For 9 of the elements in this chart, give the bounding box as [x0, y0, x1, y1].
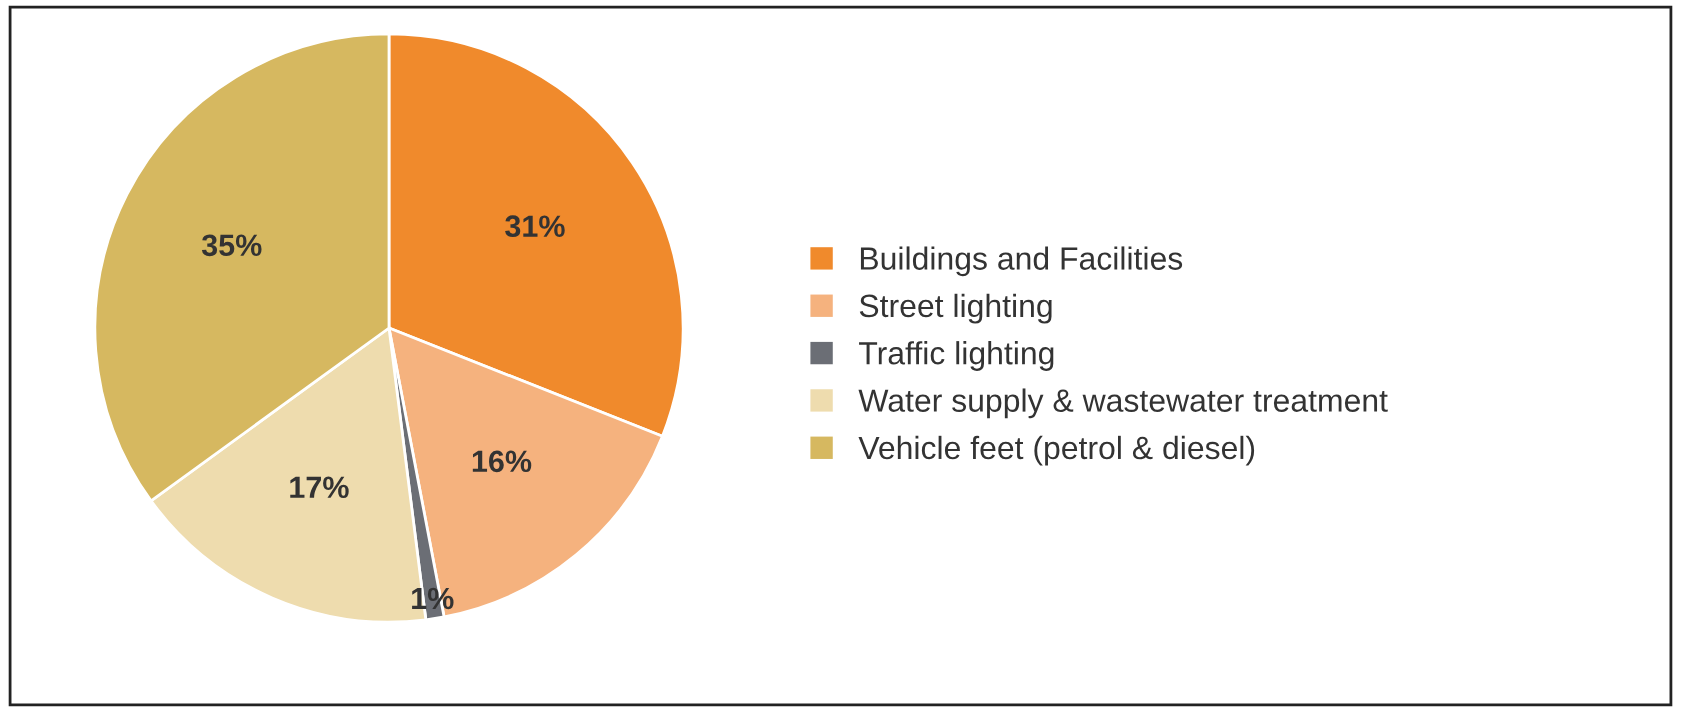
data-label: 35% [201, 234, 262, 257]
legend-label: Water supply & wastewater treatment [858, 388, 1388, 419]
legend-label: Buildings and Facilities [860, 246, 1183, 277]
legend-label: Vehicle feet (petrol & diesel) [858, 435, 1255, 466]
data-label: 17% [290, 476, 349, 499]
data-label: 31% [505, 215, 565, 238]
legend-label: Street lighting [859, 293, 1052, 324]
data-label: 16% [472, 450, 532, 473]
legend-label: Traffic lighting [859, 341, 1054, 371]
